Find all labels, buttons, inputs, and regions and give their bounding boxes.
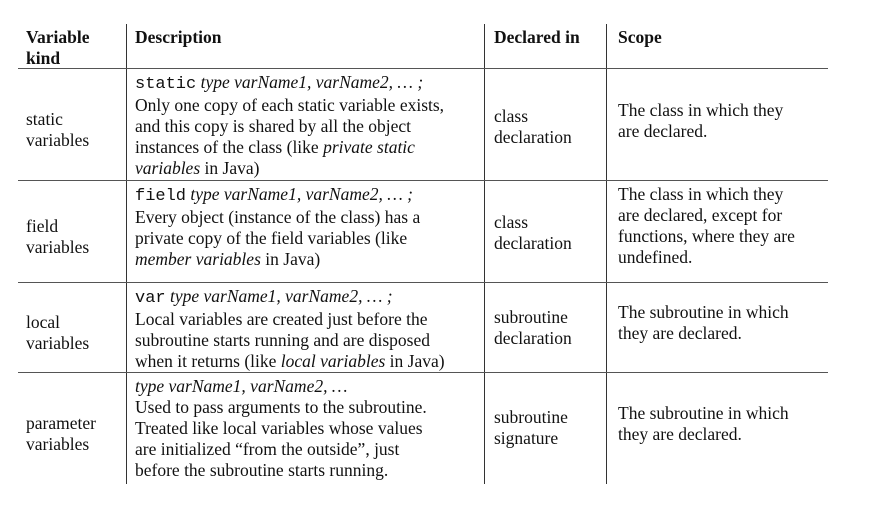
- column-divider-2: [484, 24, 485, 484]
- header-description: Description: [135, 27, 222, 47]
- row-static-syntax: static type varName1, varName2, … ;: [135, 72, 424, 94]
- row-divider-3: [18, 372, 828, 373]
- header-scope: Scope: [618, 27, 662, 47]
- row-divider-1: [18, 180, 828, 181]
- row-field-declared-in: class declaration: [494, 212, 572, 253]
- row-static-description: static type varName1, varName2, … ; Only…: [135, 72, 445, 178]
- column-divider-1: [126, 24, 127, 484]
- row-local-description: var type varName1, varName2, … ; Local v…: [135, 286, 445, 371]
- row-divider-2: [18, 282, 828, 283]
- row-field-syntax: field type varName1, varName2, … ;: [135, 184, 413, 206]
- row-parameter-scope: The subroutine in which they are declare…: [618, 403, 789, 444]
- row-parameter-description: type varName1, varName2, … Used to pass …: [135, 376, 427, 480]
- row-local-declared-in: subroutine declaration: [494, 307, 572, 348]
- row-parameter-syntax: type varName1, varName2, …: [135, 376, 348, 396]
- row-local-scope: The subroutine in which they are declare…: [618, 302, 789, 343]
- header-declared-in: Declared in: [494, 27, 580, 47]
- row-parameter-declared-in: subroutine signature: [494, 407, 568, 448]
- header-variable-kind: Variable kind: [26, 27, 90, 68]
- row-local-kind: local variables: [26, 312, 90, 353]
- row-static-kind: static variables: [26, 109, 90, 150]
- row-parameter-kind: parameter variables: [26, 413, 96, 454]
- header-divider: [18, 68, 828, 69]
- row-static-declared-in: class declaration: [494, 106, 572, 147]
- column-divider-3: [606, 24, 607, 484]
- row-field-kind: field variables: [26, 216, 90, 257]
- row-static-scope: The class in which they are declared.: [618, 100, 784, 141]
- row-field-description: field type varName1, varName2, … ; Every…: [135, 184, 421, 269]
- row-local-syntax: var type varName1, varName2, … ;: [135, 286, 393, 308]
- row-field-scope: The class in which they are declared, ex…: [618, 184, 795, 267]
